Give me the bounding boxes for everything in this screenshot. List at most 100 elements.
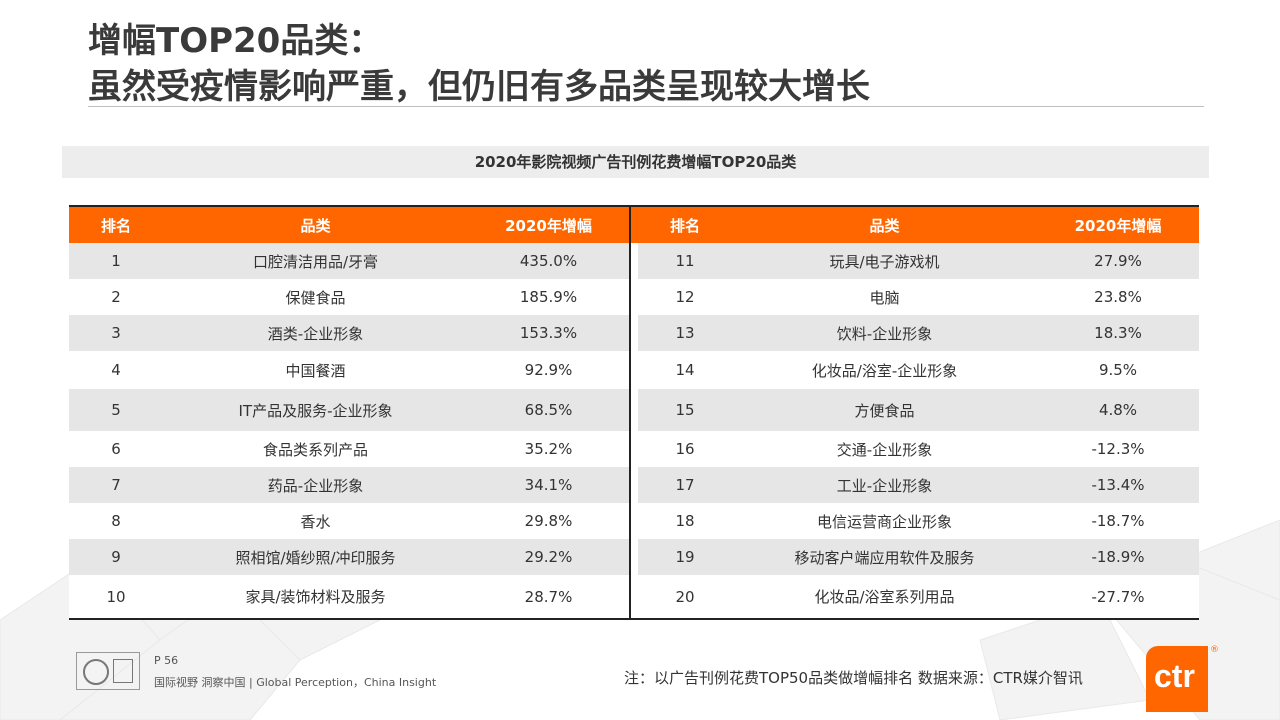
category-cell: 食品类系列产品 <box>163 431 468 467</box>
column-divider <box>629 205 638 243</box>
growth-cell: 435.0% <box>468 243 630 279</box>
table-row: 5 IT产品及服务-企业形象 68.5% 15 方便食品 4.8% <box>69 389 1199 431</box>
certification-badge-icon <box>113 659 133 683</box>
header-category: 品类 <box>732 205 1037 243</box>
category-cell: 酒类-企业形象 <box>163 315 468 351</box>
title-line-2: 虽然受疫情影响严重，但仍旧有多品类呈现较大增长 <box>88 67 870 107</box>
ctr-logo: ctr <box>1146 646 1208 712</box>
category-cell: 方便食品 <box>732 389 1037 431</box>
certification-seal-icon <box>83 659 109 685</box>
rank-cell: 11 <box>638 243 732 279</box>
rank-cell: 14 <box>638 351 732 389</box>
column-divider <box>629 389 638 431</box>
rank-cell: 8 <box>69 503 163 539</box>
table-row: 2 保健食品 185.9% 12 电脑 23.8% <box>69 279 1199 315</box>
rank-cell: 6 <box>69 431 163 467</box>
table-row: 1 口腔清洁用品/牙膏 435.0% 11 玩具/电子游戏机 27.9% <box>69 243 1199 279</box>
page-number: P 56 <box>154 654 179 667</box>
rank-cell: 12 <box>638 279 732 315</box>
category-cell: 口腔清洁用品/牙膏 <box>163 243 468 279</box>
growth-cell: 29.8% <box>468 503 630 539</box>
rank-cell: 18 <box>638 503 732 539</box>
growth-cell: -18.9% <box>1037 539 1199 575</box>
category-cell: 交通-企业形象 <box>732 431 1037 467</box>
rank-cell: 17 <box>638 467 732 503</box>
column-divider <box>629 243 638 279</box>
header-growth: 2020年增幅 <box>468 205 630 243</box>
category-cell: 化妆品/浴室-企业形象 <box>732 351 1037 389</box>
table-subtitle: 2020年影院视频广告刊例花费增幅TOP20品类 <box>62 146 1209 178</box>
header-category: 品类 <box>163 205 468 243</box>
rank-cell: 15 <box>638 389 732 431</box>
growth-cell: -12.3% <box>1037 431 1199 467</box>
column-divider <box>629 315 638 351</box>
category-cell: 玩具/电子游戏机 <box>732 243 1037 279</box>
rank-cell: 10 <box>69 575 163 620</box>
growth-cell: -27.7% <box>1037 575 1199 620</box>
growth-cell: 153.3% <box>468 315 630 351</box>
certification-logo <box>76 652 140 690</box>
column-divider <box>629 539 638 575</box>
table-row: 3 酒类-企业形象 153.3% 13 饮料-企业形象 18.3% <box>69 315 1199 351</box>
growth-cell: 28.7% <box>468 575 630 620</box>
table-row: 10 家具/装饰材料及服务 28.7% 20 化妆品/浴室系列用品 -27.7% <box>69 575 1199 620</box>
growth-cell: 9.5% <box>1037 351 1199 389</box>
column-divider <box>629 467 638 503</box>
growth-cell: 4.8% <box>1037 389 1199 431</box>
column-divider <box>629 351 638 389</box>
rank-cell: 1 <box>69 243 163 279</box>
title-divider <box>88 106 1204 107</box>
header-rank: 排名 <box>69 205 163 243</box>
table-row: 8 香水 29.8% 18 电信运营商企业形象 -18.7% <box>69 503 1199 539</box>
header-rank: 排名 <box>638 205 732 243</box>
category-cell: IT产品及服务-企业形象 <box>163 389 468 431</box>
category-cell: 家具/装饰材料及服务 <box>163 575 468 620</box>
growth-ranking-table: 排名 品类 2020年增幅 排名 品类 2020年增幅 1 口腔清洁用品/牙膏 43… <box>69 205 1199 620</box>
rank-cell: 4 <box>69 351 163 389</box>
rank-cell: 20 <box>638 575 732 620</box>
category-cell: 饮料-企业形象 <box>732 315 1037 351</box>
growth-cell: 18.3% <box>1037 315 1199 351</box>
source-note: 注：以广告刊例花费TOP50品类做增幅排名 数据来源：CTR媒介智讯 <box>624 669 1083 687</box>
rank-cell: 5 <box>69 389 163 431</box>
growth-cell: 23.8% <box>1037 279 1199 315</box>
rank-cell: 3 <box>69 315 163 351</box>
column-divider <box>629 575 638 620</box>
column-divider <box>629 503 638 539</box>
category-cell: 中国餐酒 <box>163 351 468 389</box>
category-cell: 工业-企业形象 <box>732 467 1037 503</box>
rank-cell: 2 <box>69 279 163 315</box>
growth-cell: -13.4% <box>1037 467 1199 503</box>
table-header-row: 排名 品类 2020年增幅 排名 品类 2020年增幅 <box>69 205 1199 243</box>
rank-cell: 16 <box>638 431 732 467</box>
column-divider <box>629 431 638 467</box>
title-line-1: 增幅TOP20品类： <box>88 21 383 61</box>
category-cell: 保健食品 <box>163 279 468 315</box>
category-cell: 药品-企业形象 <box>163 467 468 503</box>
growth-cell: -18.7% <box>1037 503 1199 539</box>
header-growth: 2020年增幅 <box>1037 205 1199 243</box>
table-row: 6 食品类系列产品 35.2% 16 交通-企业形象 -12.3% <box>69 431 1199 467</box>
growth-cell: 29.2% <box>468 539 630 575</box>
growth-cell: 185.9% <box>468 279 630 315</box>
growth-cell: 27.9% <box>1037 243 1199 279</box>
table-row: 7 药品-企业形象 34.1% 17 工业-企业形象 -13.4% <box>69 467 1199 503</box>
category-cell: 化妆品/浴室系列用品 <box>732 575 1037 620</box>
rank-cell: 13 <box>638 315 732 351</box>
growth-cell: 92.9% <box>468 351 630 389</box>
rank-cell: 19 <box>638 539 732 575</box>
registered-mark: ® <box>1210 645 1219 655</box>
growth-cell: 35.2% <box>468 431 630 467</box>
category-cell: 移动客户端应用软件及服务 <box>732 539 1037 575</box>
table-row: 9 照相馆/婚纱照/冲印服务 29.2% 19 移动客户端应用软件及服务 -18.9% <box>69 539 1199 575</box>
page-title: 增幅TOP20品类： 虽然受疫情影响严重，但仍旧有多品类呈现较大增长 <box>88 18 870 110</box>
growth-cell: 34.1% <box>468 467 630 503</box>
rank-cell: 7 <box>69 467 163 503</box>
category-cell: 香水 <box>163 503 468 539</box>
table-row: 4 中国餐酒 92.9% 14 化妆品/浴室-企业形象 9.5% <box>69 351 1199 389</box>
rank-cell: 9 <box>69 539 163 575</box>
category-cell: 电信运营商企业形象 <box>732 503 1037 539</box>
slogan: 国际视野 洞察中国 | Global Perception，China Insi… <box>154 676 437 689</box>
category-cell: 照相馆/婚纱照/冲印服务 <box>163 539 468 575</box>
column-divider <box>629 279 638 315</box>
